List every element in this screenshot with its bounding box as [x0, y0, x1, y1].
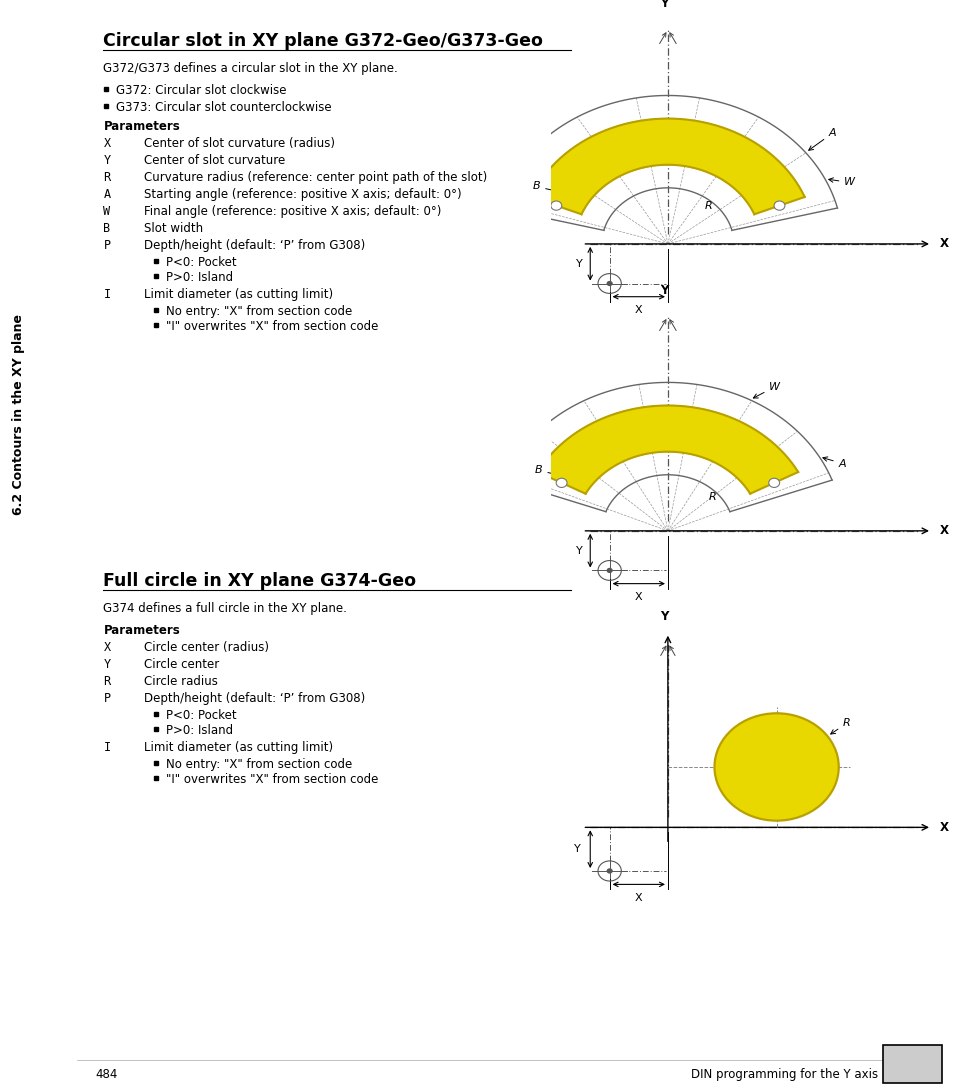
Text: G374 defines a full circle in the XY plane.: G374 defines a full circle in the XY pla…	[103, 602, 347, 615]
FancyBboxPatch shape	[882, 1045, 942, 1083]
Text: X: X	[635, 892, 642, 902]
Polygon shape	[537, 406, 798, 494]
Text: 6.2 Contours in the XY plane: 6.2 Contours in the XY plane	[11, 314, 25, 515]
Text: W: W	[753, 382, 780, 398]
Text: Y: Y	[659, 0, 667, 10]
Text: Limit diameter (as cutting limit): Limit diameter (as cutting limit)	[144, 741, 333, 754]
Text: I: I	[103, 741, 111, 754]
Text: Y: Y	[659, 284, 667, 297]
Text: Curvature radius (reference: center point path of the slot): Curvature radius (reference: center poin…	[144, 171, 486, 184]
Text: R: R	[103, 675, 111, 688]
Text: X: X	[103, 642, 111, 654]
Text: P: P	[103, 692, 111, 705]
Text: P: P	[103, 239, 111, 252]
Text: Depth/height (default: ‘P’ from G308): Depth/height (default: ‘P’ from G308)	[144, 692, 365, 705]
Text: G372/G373 defines a circular slot in the XY plane.: G372/G373 defines a circular slot in the…	[103, 62, 397, 75]
Text: Final angle (reference: positive X axis; default: 0°): Final angle (reference: positive X axis;…	[144, 205, 440, 218]
Text: X: X	[939, 525, 947, 538]
Text: Parameters: Parameters	[103, 624, 180, 637]
Circle shape	[768, 478, 779, 488]
Text: P>0: Island: P>0: Island	[166, 271, 233, 284]
Text: Depth/height (default: ‘P’ from G308): Depth/height (default: ‘P’ from G308)	[144, 239, 365, 252]
Text: Circle center (radius): Circle center (radius)	[144, 642, 269, 654]
Text: Center of slot curvature (radius): Center of slot curvature (radius)	[144, 137, 335, 149]
Text: Circular slot in XY plane G372-Geo/G373-Geo: Circular slot in XY plane G372-Geo/G373-…	[103, 32, 543, 50]
Text: Circle center: Circle center	[144, 658, 219, 671]
Circle shape	[714, 714, 838, 820]
Text: Circle radius: Circle radius	[144, 675, 217, 688]
Text: W: W	[103, 205, 111, 218]
Text: i: i	[907, 1050, 917, 1078]
Text: X: X	[103, 137, 111, 149]
Text: X: X	[635, 592, 642, 602]
Text: Y: Y	[575, 259, 582, 268]
Text: R: R	[708, 492, 716, 502]
Circle shape	[606, 868, 612, 874]
Text: B: B	[532, 181, 559, 193]
Polygon shape	[531, 119, 803, 214]
Circle shape	[550, 201, 561, 211]
Text: Starting angle (reference: positive X axis; default: 0°): Starting angle (reference: positive X ax…	[144, 188, 461, 201]
Text: W: W	[828, 178, 855, 188]
Text: Y: Y	[575, 546, 582, 555]
Text: B: B	[103, 221, 111, 235]
Text: P<0: Pocket: P<0: Pocket	[166, 256, 236, 269]
Text: "I" overwrites "X" from section code: "I" overwrites "X" from section code	[166, 320, 377, 333]
Text: A: A	[103, 188, 111, 201]
Text: P<0: Pocket: P<0: Pocket	[166, 709, 236, 722]
Text: Parameters: Parameters	[103, 120, 180, 133]
Text: Y: Y	[659, 610, 667, 623]
Text: 484: 484	[95, 1068, 118, 1081]
Text: Y: Y	[573, 844, 580, 854]
Text: DIN programming for the Y axis: DIN programming for the Y axis	[690, 1068, 877, 1081]
Text: X: X	[939, 820, 947, 834]
Text: G373: Circular slot counterclockwise: G373: Circular slot counterclockwise	[116, 101, 332, 113]
Text: No entry: "X" from section code: No entry: "X" from section code	[166, 305, 352, 317]
Text: P>0: Island: P>0: Island	[166, 724, 233, 738]
Text: A: A	[808, 128, 836, 151]
Text: R: R	[703, 201, 711, 211]
Text: Center of slot curvature: Center of slot curvature	[144, 154, 285, 167]
Text: X: X	[635, 305, 642, 315]
Text: R: R	[103, 171, 111, 184]
Text: B: B	[535, 466, 561, 477]
Circle shape	[606, 280, 612, 286]
Text: Slot width: Slot width	[144, 221, 203, 235]
Text: Full circle in XY plane G374-Geo: Full circle in XY plane G374-Geo	[103, 572, 416, 590]
Text: G372: Circular slot clockwise: G372: Circular slot clockwise	[116, 84, 286, 97]
Circle shape	[773, 201, 784, 211]
Text: Y: Y	[103, 658, 111, 671]
Circle shape	[556, 478, 566, 488]
Text: A: A	[822, 457, 845, 468]
Text: X: X	[939, 238, 947, 251]
Text: I: I	[103, 288, 111, 301]
Text: Y: Y	[103, 154, 111, 167]
Circle shape	[606, 567, 612, 573]
Text: No entry: "X" from section code: No entry: "X" from section code	[166, 758, 352, 771]
Text: R: R	[830, 718, 850, 734]
Text: Limit diameter (as cutting limit): Limit diameter (as cutting limit)	[144, 288, 333, 301]
Text: "I" overwrites "X" from section code: "I" overwrites "X" from section code	[166, 774, 377, 786]
